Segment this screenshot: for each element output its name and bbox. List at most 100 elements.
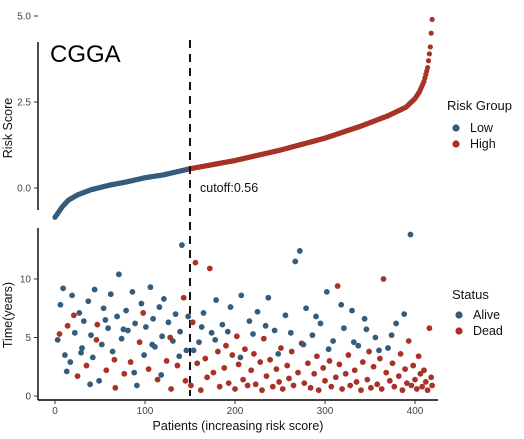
alive-point — [89, 354, 96, 361]
dead-point — [232, 386, 238, 392]
alive-point — [271, 327, 278, 334]
dead-point — [395, 373, 402, 380]
dead-point — [386, 377, 393, 384]
alive-point — [183, 347, 190, 354]
dead-point — [359, 359, 366, 365]
alive-point — [349, 307, 355, 314]
dead-point — [342, 370, 349, 377]
dead-point — [260, 335, 267, 342]
x-tick-label: 0 — [52, 406, 58, 417]
dead-point — [345, 352, 352, 358]
alive-point — [143, 324, 149, 330]
alive-point — [156, 304, 163, 310]
dead-point — [202, 355, 209, 362]
alive-point — [179, 242, 185, 248]
dead-point — [422, 379, 429, 385]
patient-x-label: Patients (increasing risk score) — [153, 419, 324, 433]
dead-point — [320, 365, 327, 371]
dead-point — [364, 376, 371, 383]
panel-title: CGGA — [50, 41, 121, 68]
dead-point — [358, 387, 364, 394]
cutoff-label: cutoff:0.56 — [200, 181, 258, 195]
alive-point — [323, 288, 330, 295]
dead-point — [413, 386, 420, 392]
risk-score-point — [427, 44, 433, 50]
legend-low-label: Low — [470, 121, 494, 135]
dead-point — [56, 331, 63, 337]
dead-point — [140, 310, 147, 316]
alive-point — [177, 328, 184, 335]
dead-point — [168, 386, 175, 392]
dead-point — [377, 355, 383, 362]
dead-point — [197, 387, 204, 394]
x-tick-label: 200 — [227, 406, 244, 417]
dead-point — [368, 384, 374, 391]
alive-point — [317, 320, 324, 327]
status-legend-title: Status — [452, 287, 489, 302]
legend-high-marker — [452, 140, 460, 148]
alive-point — [123, 307, 129, 314]
dead-point — [290, 382, 297, 389]
alive-point — [303, 305, 309, 312]
alive-point — [300, 341, 307, 348]
legend-dead-label: Dead — [473, 324, 503, 338]
dead-point — [263, 373, 270, 380]
dead-point — [404, 380, 410, 387]
alive-point — [212, 336, 219, 343]
alive-point — [98, 341, 105, 348]
alive-point — [134, 382, 140, 389]
dead-point — [399, 387, 406, 394]
alive-point — [100, 305, 107, 312]
alive-point — [363, 326, 370, 333]
alive-point — [91, 286, 98, 293]
dead-point — [252, 381, 259, 388]
alive-point — [125, 327, 131, 334]
alive-point — [63, 368, 70, 375]
alive-point — [118, 335, 125, 342]
alive-point — [129, 288, 136, 295]
time-y-label: Time(years) — [1, 282, 15, 348]
alive-point — [149, 341, 156, 348]
dead-point — [353, 379, 360, 385]
dead-point — [370, 363, 377, 370]
x-tick-label: 300 — [317, 406, 334, 417]
dead-point — [233, 333, 240, 340]
alive-point — [57, 301, 64, 308]
dead-point — [428, 374, 435, 381]
dead-point — [301, 380, 308, 387]
dead-point — [389, 360, 396, 367]
alive-point — [393, 320, 399, 327]
alive-point — [109, 348, 116, 355]
dead-point — [223, 342, 229, 349]
y-tick-label: 5 — [25, 333, 31, 344]
dead-point — [391, 383, 398, 390]
dead-point — [286, 375, 292, 382]
time-y-ticks: 0 5 10 — [20, 275, 38, 403]
dead-point — [94, 321, 101, 328]
alive-point — [196, 339, 202, 346]
alive-point — [296, 248, 303, 254]
dead-point — [215, 348, 221, 355]
alive-point — [372, 334, 379, 341]
dead-point — [83, 362, 90, 369]
alive-point — [376, 347, 382, 354]
alive-point — [262, 322, 269, 329]
alive-point — [116, 271, 122, 278]
alive-point — [76, 310, 83, 316]
alive-point — [172, 311, 179, 317]
dead-point — [229, 352, 236, 358]
alive-point — [87, 381, 93, 388]
alive-point — [330, 338, 336, 344]
dead-point — [383, 369, 390, 376]
risk-score-point — [425, 65, 431, 71]
dead-point — [221, 365, 228, 371]
dead-point — [366, 348, 372, 355]
dead-point — [216, 383, 223, 390]
alive-point — [213, 297, 220, 303]
dead-point — [311, 370, 318, 377]
legend-alive-marker — [455, 311, 463, 319]
dead-point — [204, 374, 211, 381]
status-legend: Status Alive Dead — [452, 287, 503, 338]
dead-point — [326, 358, 333, 364]
dead-point — [419, 383, 426, 390]
